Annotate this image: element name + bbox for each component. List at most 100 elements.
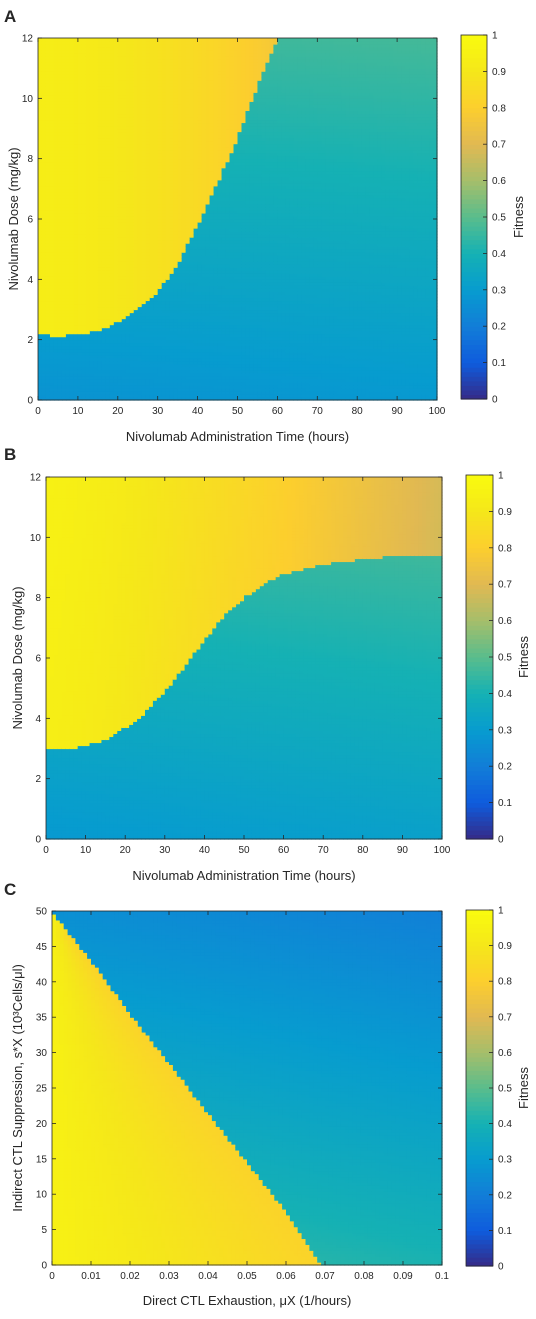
heatmap-cell xyxy=(65,128,71,133)
heatmap-cell xyxy=(53,41,59,45)
heatmap-cell xyxy=(61,375,67,380)
heatmap-cell xyxy=(49,378,55,383)
heatmap-cell xyxy=(89,258,95,262)
heatmap-cell xyxy=(41,282,47,286)
heatmap-cell xyxy=(81,152,87,157)
heatmap-cell xyxy=(89,197,95,202)
heatmap-cell xyxy=(73,179,79,184)
heatmap-cell xyxy=(77,188,83,193)
heatmap-cell xyxy=(61,225,67,229)
heatmap-cell xyxy=(45,291,51,296)
heatmap-cell xyxy=(93,294,99,299)
heatmap-cell xyxy=(81,71,87,75)
heatmap-cell xyxy=(93,351,99,356)
heatmap-cell xyxy=(93,146,99,151)
heatmap-cell xyxy=(69,381,75,386)
heatmap-cell xyxy=(89,98,95,102)
heatmap-cell xyxy=(73,83,79,87)
heatmap-cell xyxy=(85,89,91,93)
heatmap-cell xyxy=(61,390,67,395)
heatmap-cell xyxy=(81,215,87,220)
heatmap-cell xyxy=(45,336,51,341)
heatmap-cell xyxy=(69,185,75,190)
heatmap-cell xyxy=(57,185,63,190)
heatmap-cell xyxy=(93,327,99,332)
heatmap-cell xyxy=(85,191,91,196)
heatmap-cell xyxy=(61,188,67,193)
heatmap-cell xyxy=(49,113,55,118)
heatmap-cell xyxy=(77,243,83,247)
heatmap-cell xyxy=(73,62,79,66)
heatmap-cell xyxy=(73,297,79,302)
heatmap-cell xyxy=(61,116,67,121)
heatmap-cell xyxy=(77,167,83,172)
heatmap-cell xyxy=(49,140,55,145)
heatmap-cell xyxy=(81,56,87,60)
heatmap-cell xyxy=(85,143,91,148)
heatmap-cell xyxy=(65,222,71,226)
heatmap-cell xyxy=(77,366,83,371)
heatmap-cell xyxy=(77,197,83,202)
heatmap-cell xyxy=(89,113,95,118)
heatmap-cell xyxy=(81,249,87,253)
heatmap-cell xyxy=(73,185,79,190)
heatmap-cell xyxy=(85,140,91,145)
heatmap-cell xyxy=(45,381,51,386)
heatmap-cell xyxy=(49,312,55,317)
heatmap-cell xyxy=(45,276,51,280)
heatmap-cell xyxy=(57,137,63,142)
heatmap-cell xyxy=(89,80,95,84)
heatmap-cell xyxy=(41,285,47,289)
heatmap-cell xyxy=(38,191,43,196)
heatmap-cell xyxy=(53,393,59,398)
heatmap-cell xyxy=(53,231,59,235)
heatmap-cell xyxy=(49,291,55,296)
heatmap-cell xyxy=(53,209,59,214)
heatmap-cell xyxy=(65,173,71,178)
heatmap-cell xyxy=(41,309,47,314)
heatmap-cell xyxy=(69,387,75,392)
heatmap-cell xyxy=(38,381,43,386)
heatmap-cell xyxy=(61,282,67,286)
heatmap-cell xyxy=(77,324,83,329)
heatmap-cell xyxy=(97,369,103,374)
heatmap-cell xyxy=(45,282,51,286)
heatmap-cell xyxy=(53,303,59,308)
heatmap-cell xyxy=(89,164,95,169)
heatmap-cell xyxy=(41,258,47,262)
heatmap-cell xyxy=(49,339,55,344)
heatmap-cell xyxy=(41,137,47,142)
heatmap-cell xyxy=(73,137,79,142)
heatmap-cell xyxy=(49,369,55,374)
heatmap-cell xyxy=(81,197,87,202)
heatmap-cell xyxy=(45,240,51,244)
heatmap-cell xyxy=(49,185,55,190)
heatmap-cell xyxy=(49,116,55,121)
heatmap-cell xyxy=(53,261,59,265)
heatmap-cell xyxy=(61,83,67,87)
heatmap-cell xyxy=(73,182,79,187)
heatmap-cell xyxy=(57,89,63,93)
heatmap-cell xyxy=(69,71,75,75)
heatmap-cell xyxy=(81,237,87,241)
heatmap-cell xyxy=(53,80,59,84)
heatmap-cell xyxy=(81,155,87,160)
heatmap-cell xyxy=(81,378,87,383)
heatmap-cell xyxy=(81,222,87,226)
heatmap-cell xyxy=(93,119,99,124)
heatmap-cell xyxy=(61,47,67,51)
heatmap-cell xyxy=(65,53,71,57)
heatmap-cell xyxy=(65,83,71,87)
heatmap-cell xyxy=(38,98,43,102)
heatmap-cell xyxy=(97,375,103,380)
heatmap-cell xyxy=(77,185,83,190)
heatmap-cell xyxy=(93,176,99,181)
heatmap-cell xyxy=(69,396,75,401)
heatmap-cell xyxy=(93,387,99,392)
heatmap-cell xyxy=(38,345,43,350)
heatmap-cell xyxy=(89,173,95,178)
heatmap-cell xyxy=(73,360,79,365)
heatmap-cell xyxy=(61,231,67,235)
heatmap-cell xyxy=(69,137,75,142)
heatmap-cell xyxy=(85,68,91,72)
